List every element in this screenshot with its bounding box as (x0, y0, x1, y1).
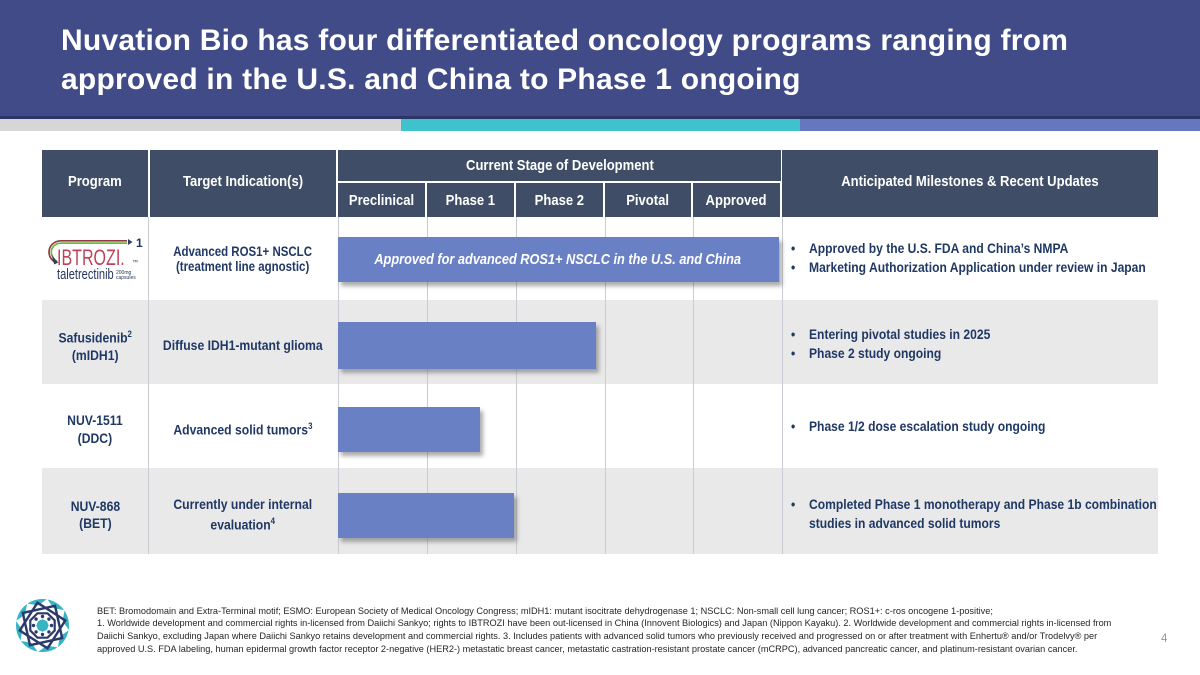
svg-text:IBTROZI.: IBTROZI. (57, 247, 125, 271)
svg-text:200mg: 200mg (116, 270, 132, 276)
svg-text:capsules: capsules (116, 275, 136, 281)
svg-text:™: ™ (132, 259, 138, 266)
svg-text:taletrectinib: taletrectinib (57, 266, 114, 283)
